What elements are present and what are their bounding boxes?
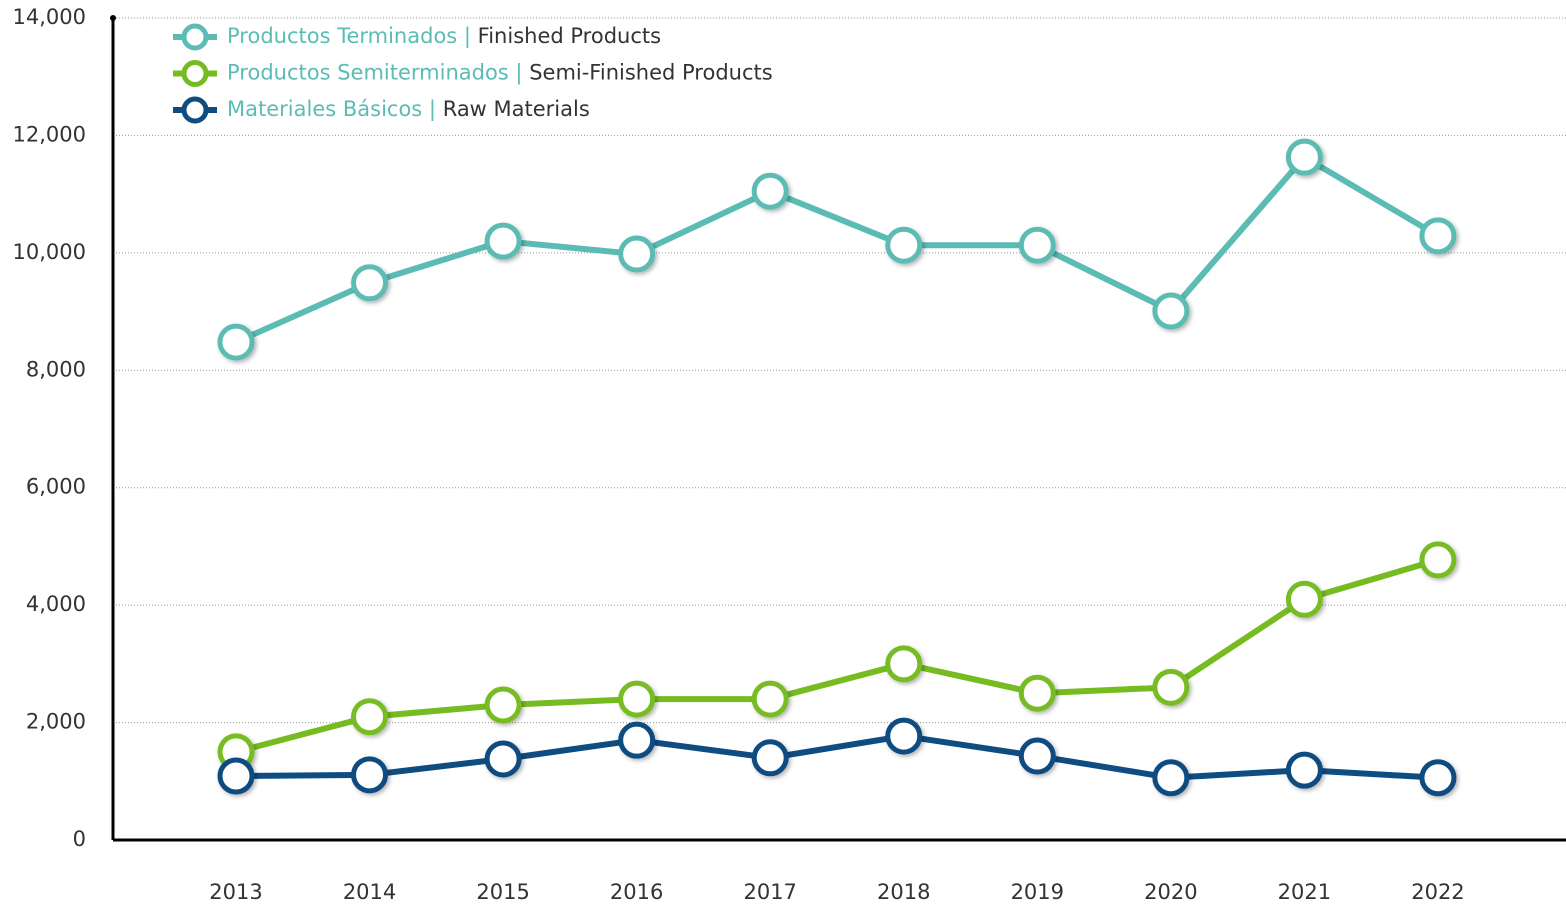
grid (113, 17, 1566, 724)
point (1285, 751, 1323, 789)
point (1419, 759, 1457, 797)
legend-name-en: Semi-Finished Products (529, 61, 773, 85)
point (484, 222, 522, 260)
x-tick-label: 2021 (1278, 880, 1331, 904)
legend-name: Productos Semiterminados | (227, 61, 523, 86)
point (1419, 217, 1457, 255)
point (351, 756, 389, 794)
x-tick-label: 2019 (1011, 880, 1064, 904)
y-tick-label: 14,000 (13, 5, 86, 29)
point (618, 721, 656, 759)
point (1018, 674, 1056, 712)
x-tick-label: 2018 (877, 880, 930, 904)
point (751, 739, 789, 777)
point (1285, 138, 1323, 176)
point (1018, 737, 1056, 775)
y-tick-label: 8,000 (26, 357, 86, 381)
legend-name-en: Raw Materials (443, 97, 590, 121)
x-tick-label: 2016 (610, 880, 663, 904)
x-tick-label: 2017 (743, 880, 796, 904)
axis-cap (110, 15, 116, 21)
legend-label: Productos Semiterminados | Semi-Finished… (227, 61, 773, 86)
y-tick-label: 12,000 (13, 122, 86, 146)
point (885, 226, 923, 264)
point (1152, 668, 1190, 706)
point (751, 680, 789, 718)
x-tick-label: 2014 (343, 880, 396, 904)
legend-marker (181, 23, 209, 51)
point (618, 235, 656, 273)
legend-marker (181, 96, 209, 124)
point (351, 698, 389, 736)
legend-label: Materiales Básicos | Raw Materials (227, 97, 590, 122)
legend-name: Productos Terminados | (227, 24, 471, 49)
y-tick-label: 0 (73, 827, 86, 851)
legend-name: Materiales Básicos | (227, 97, 436, 122)
point (1285, 580, 1323, 618)
x-tick-label: 2020 (1144, 880, 1197, 904)
series-line (235, 557, 1439, 755)
point (217, 323, 255, 361)
x-tick-label: 2022 (1411, 880, 1464, 904)
point (1419, 541, 1457, 579)
series-line (234, 154, 1440, 345)
series-line (235, 733, 1439, 781)
point (351, 264, 389, 302)
legend-name-en: Finished Products (478, 24, 661, 48)
point (885, 645, 923, 683)
x-tick-label: 2013 (209, 880, 262, 904)
legend-marker (181, 60, 209, 87)
point (618, 680, 656, 718)
y-tick-label: 10,000 (13, 240, 86, 264)
point (484, 740, 522, 778)
point (1152, 759, 1190, 797)
y-tick-label: 6,000 (26, 475, 86, 499)
y-tick-label: 4,000 (26, 592, 86, 616)
legend-label: Productos Terminados | Finished Products (227, 24, 661, 49)
x-tick-label: 2015 (476, 880, 529, 904)
point (217, 757, 255, 795)
y-tick-label: 2,000 (26, 710, 86, 734)
point (885, 717, 923, 755)
point (1152, 292, 1190, 330)
point (751, 172, 789, 210)
point (1018, 226, 1056, 264)
point (484, 686, 522, 724)
